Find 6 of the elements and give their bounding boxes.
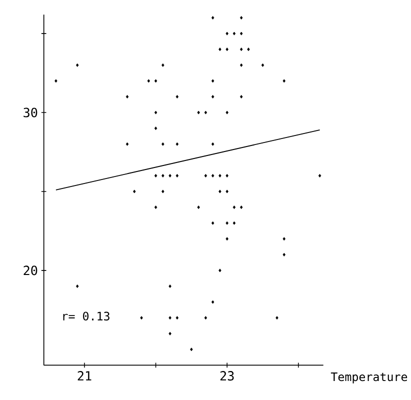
- y-tick-label: 20: [24, 266, 38, 276]
- x-tick-label: 21: [78, 370, 92, 380]
- y-tick-label: 30: [24, 108, 38, 118]
- x-tick-label: 23: [220, 370, 234, 380]
- x-axis-title: Temperature: [330, 372, 408, 384]
- annotation: r= 0.13: [63, 312, 110, 320]
